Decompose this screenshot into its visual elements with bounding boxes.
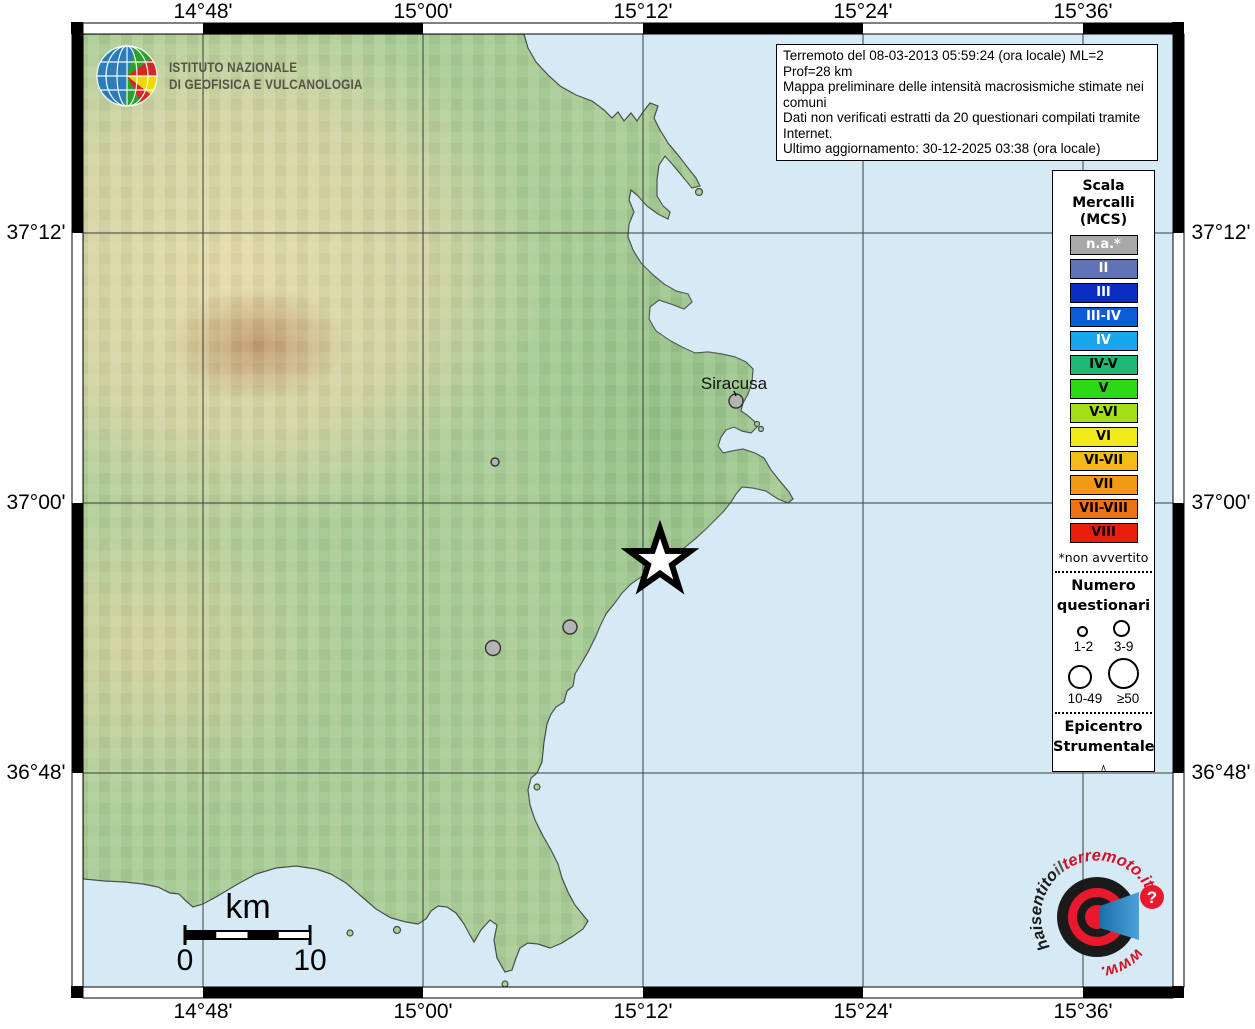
legend-divider: [1055, 571, 1152, 573]
epicenter-star-icon: [620, 519, 700, 595]
megaphone-icon: [1100, 892, 1139, 940]
axis-label-right-3: 36°48': [1191, 761, 1251, 784]
axis-label-bottom-2: 15°00': [393, 1000, 453, 1023]
legend-swatch: III: [1069, 283, 1138, 303]
scale-unit-label: km: [225, 888, 270, 926]
ingv-name-line1: ISTITUTO NAZIONALE: [169, 59, 298, 75]
legend-swatch: II: [1069, 259, 1138, 279]
axis-label-top-1: 14°48': [173, 0, 233, 23]
scale-bar: km 0 10: [177, 888, 327, 977]
axis-label-left-2: 37°00': [6, 491, 66, 514]
legend-swatch: VI-VII: [1069, 451, 1138, 471]
questionnaire-dot: [728, 393, 744, 409]
questionnaire-size-row: [1053, 620, 1154, 637]
size-label-4: ≥50: [1116, 691, 1140, 706]
place-label-siracusa: Siracusa: [700, 374, 768, 393]
size-label-1: 1-2: [1073, 639, 1094, 654]
epicenter-legend-star-icon: ☆: [1053, 761, 1154, 771]
scale-start-label: 0: [177, 944, 194, 977]
event-info-line2: Mappa preliminare delle intensità macros…: [783, 79, 1144, 110]
legend-swatch: IV: [1069, 331, 1138, 351]
event-info-box: Terremoto del 08-03-2013 05:59:24 (ora l…: [776, 44, 1158, 161]
event-info-line3: Dati non verificati estratti da 20 quest…: [783, 110, 1141, 141]
legend-panel: Scala Mercalli (MCS) n.a.* II III III-IV…: [1052, 170, 1155, 772]
size-circle-medium-icon: [1112, 620, 1130, 637]
size-circle-large-icon: [1068, 665, 1093, 689]
legend-swatch: VII-VIII: [1069, 499, 1138, 519]
axis-label-bottom-5: 15°36': [1053, 1000, 1113, 1023]
size-label-2: 3-9: [1113, 639, 1134, 654]
questionnaire-dot: [484, 639, 502, 657]
size-circle-xlarge-icon: [1107, 658, 1139, 689]
scale-end-label: 10: [293, 944, 326, 977]
questionnaire-dots: [484, 393, 744, 657]
legend-swatch: n.a.*: [1069, 235, 1138, 255]
questionnaire-size-row: [1053, 658, 1154, 689]
axis-label-top-5: 15°36': [1053, 0, 1113, 23]
event-info-line1: Terremoto del 08-03-2013 05:59:24 (ora l…: [783, 48, 1104, 79]
legend-title: Scala Mercalli (MCS): [1072, 178, 1135, 228]
axis-label-top-2: 15°00': [393, 0, 453, 23]
axis-label-bottom-4: 15°24': [833, 1000, 893, 1023]
axis-label-top-4: 15°24': [833, 0, 893, 23]
legend-footnote: *non avvertito: [1058, 550, 1149, 565]
ingv-logo: ISTITUTO NAZIONALE DI GEOFISICA E VULCAN…: [95, 44, 399, 108]
place-leader-line: [733, 390, 737, 397]
axis-label-bottom-3: 15°12': [613, 1000, 673, 1023]
event-info-line4: Ultimo aggiornamento: 30-12-2025 03:38 (…: [783, 141, 1101, 156]
legend-swatch: VI: [1069, 427, 1138, 447]
map-frame: [71, 22, 1185, 999]
legend-swatch: VIII: [1069, 523, 1138, 543]
axis-label-bottom-1: 14°48': [173, 1000, 233, 1023]
axis-label-right-1: 37°12': [1191, 221, 1251, 244]
questionnaire-dot: [562, 619, 578, 635]
legend-swatch: V-VI: [1069, 403, 1138, 423]
axis-label-right-2: 37°00': [1191, 491, 1251, 514]
axis-label-left-1: 37°12': [6, 221, 66, 244]
questionnaire-dot: [490, 457, 500, 467]
questionnaire-count-title: Numero questionari: [1056, 578, 1151, 614]
ingv-name-line2: DI GEOFISICA E VULCANOLOGIA: [169, 76, 363, 92]
legend-swatch: IV-V: [1069, 355, 1138, 375]
legend-swatch: III-IV: [1069, 307, 1138, 327]
ingv-globe-icon: [96, 45, 158, 107]
axis-label-top-3: 15°12': [613, 0, 673, 23]
size-circle-small-icon: [1077, 626, 1089, 637]
legend-swatch: VII: [1069, 475, 1138, 495]
axis-label-left-3: 36°48': [6, 761, 66, 784]
question-badge: [1140, 885, 1164, 909]
epicenter-legend-title: Epicentro Strumentale: [1053, 719, 1155, 755]
question-badge-glyph: ?: [1147, 888, 1157, 907]
legend-swatch: V: [1069, 379, 1138, 399]
size-label-3: 10-49: [1067, 691, 1103, 706]
legend-divider: [1055, 712, 1152, 714]
